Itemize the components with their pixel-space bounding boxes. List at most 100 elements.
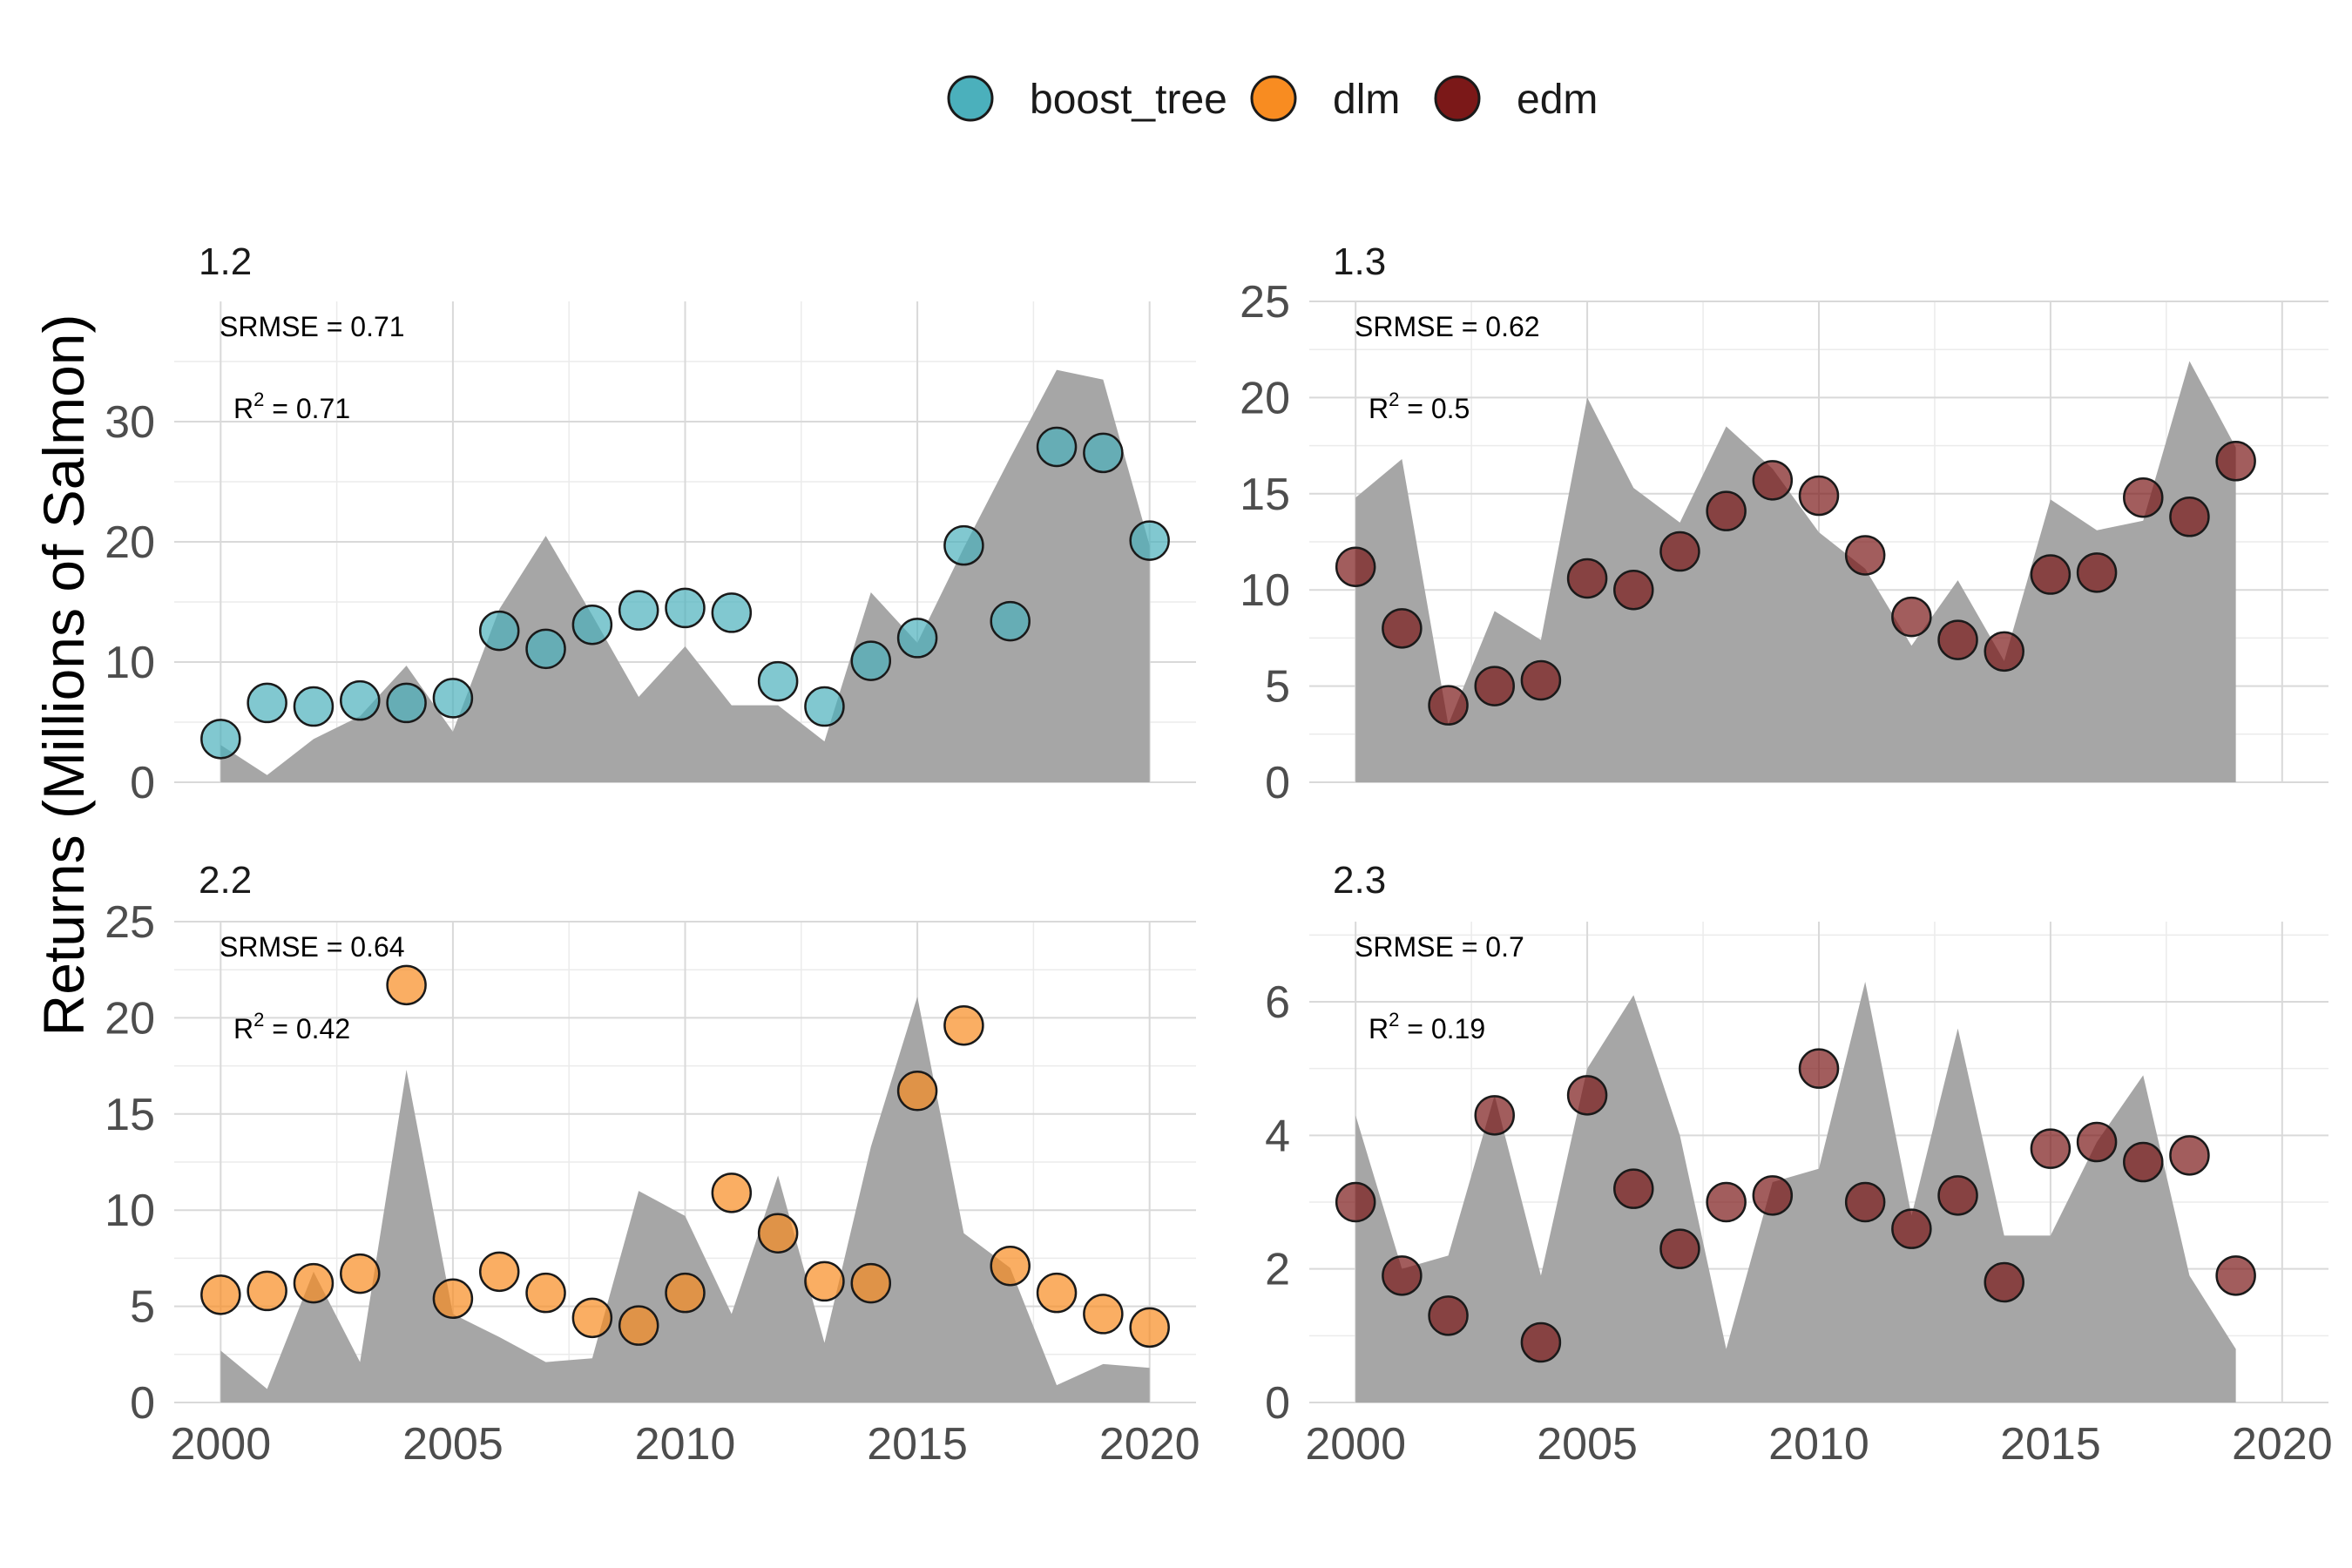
data-point-2014 [850,640,892,681]
y-axis-label: Returns (Millions of Salmon) [31,314,96,1037]
legend: boost_tree dlm edm [947,75,1598,123]
data-point-2003 [340,679,381,721]
data-point-2010 [1798,475,1840,517]
data-point-2015 [2030,554,2072,595]
data-point-2001 [1382,608,1423,649]
panel-title: 1.2 [199,240,252,283]
r-squared-superscript: 2 [1389,1009,1399,1031]
data-point-2014 [850,1262,892,1304]
predicted-points [1335,1048,2256,1363]
x-tick-label: 2010 [635,1419,736,1470]
y-tick-label: 25 [105,897,155,948]
x-tick-label: 2000 [170,1419,271,1470]
data-point-2010 [1798,1048,1840,1089]
r-squared-prefix: R [233,393,253,424]
data-point-2006 [478,610,520,652]
data-point-2002 [293,1262,335,1304]
data-point-2009 [1752,460,1794,501]
data-point-2012 [1891,1208,1932,1249]
y-tick-label: 5 [130,1282,155,1333]
data-point-2000 [1335,546,1376,587]
data-point-2012 [757,1213,799,1254]
data-point-2011 [1844,1181,1886,1223]
data-point-2011 [711,592,753,633]
data-point-2013 [1937,619,1978,660]
srmse-label: SRMSE = 0.71 [220,311,405,342]
y-tick-label: 30 [105,397,155,448]
observed-returns-area [1355,982,2236,1402]
y-tick-label: 10 [105,638,155,688]
r-squared-label: R2 = 0.19 [1369,1009,1485,1044]
r-squared-prefix: R [1369,1013,1389,1044]
data-point-2018 [1036,426,1078,468]
data-point-2006 [478,1251,520,1293]
data-point-2004 [1520,659,1562,701]
data-point-2005 [432,678,474,719]
data-point-2016 [2076,552,2118,593]
data-point-2009 [1752,1175,1794,1216]
y-tick-label: 6 [1265,977,1290,1028]
data-point-2001 [247,1270,287,1312]
r-squared-superscript: 2 [253,389,264,410]
data-point-2015 [2030,1128,2072,1169]
y-tick-label: 0 [130,758,155,808]
data-point-2013 [804,686,845,727]
x-tick-label: 2015 [867,1419,968,1470]
r-squared-value: = 0.5 [1399,393,1470,424]
data-point-2010 [665,1272,706,1314]
srmse-label: SRMSE = 0.64 [220,931,405,963]
data-point-2017 [2123,1141,2164,1183]
x-tick-label: 2005 [1537,1419,1638,1470]
x-tick-label: 2015 [2000,1419,2101,1470]
data-point-2006 [1613,569,1654,611]
data-point-2005 [432,1278,474,1320]
predicted-points [1335,441,2256,726]
data-point-2019 [2215,1255,2256,1296]
data-point-2013 [1937,1175,1978,1216]
data-point-2001 [247,682,287,724]
y-tick-label: 4 [1265,1111,1290,1161]
y-tick-label: 10 [1240,565,1290,616]
data-point-2018 [2169,1135,2210,1176]
data-point-2003 [340,1253,381,1294]
data-point-2002 [1428,685,1469,726]
data-point-2000 [200,719,241,760]
x-tick-label: 2000 [1305,1419,1406,1470]
r-squared-value: = 0.71 [264,393,350,424]
panel-1-3: 0 5 10 15 20 25 1.3 SRMSE = 0.62 R2 = 0.5 [1240,240,2328,808]
panel-title: 2.3 [1333,859,1386,902]
y-tick-label: 20 [105,517,155,568]
data-point-2011 [1844,535,1886,576]
panel-title: 1.3 [1333,240,1386,283]
data-point-2000 [1335,1181,1376,1223]
legend-key-boost-tree [947,75,994,122]
r-squared-superscript: 2 [1389,389,1399,410]
data-point-2007 [1659,531,1700,572]
x-tick-label: 2010 [1768,1419,1869,1470]
data-point-2014 [1984,631,2024,672]
data-point-2018 [1036,1272,1078,1314]
data-point-2007 [525,628,566,670]
y-tick-label: 20 [105,993,155,1044]
y-tick-label: 25 [1240,277,1290,328]
y-tick-label: 2 [1265,1245,1290,1295]
data-point-2008 [571,1297,613,1339]
data-point-2015 [896,618,938,659]
srmse-label: SRMSE = 0.62 [1355,311,1540,342]
r-squared-superscript: 2 [253,1009,264,1031]
legend-key-dlm [1250,75,1297,122]
r-squared-prefix: R [233,1013,253,1044]
predicted-points [200,426,1170,760]
panel-2-2: 0 5 10 15 20 25 2000 2005 2010 2015 2020 2.2 SRMSE =… [105,859,1200,1470]
data-point-2003 [1474,1095,1515,1136]
data-point-2004 [1520,1321,1562,1363]
r-squared-value: = 0.42 [264,1013,350,1044]
panel-1-2: 0 10 20 30 1.2 SRMSE = 0.71 R2 = 0.71 [105,240,1196,808]
data-point-2017 [990,600,1031,642]
data-point-2008 [1706,1181,1747,1223]
data-point-2019 [1083,432,1124,474]
y-tick-label: 0 [1265,758,1290,808]
data-point-2012 [757,660,799,702]
data-point-2015 [896,1071,938,1112]
